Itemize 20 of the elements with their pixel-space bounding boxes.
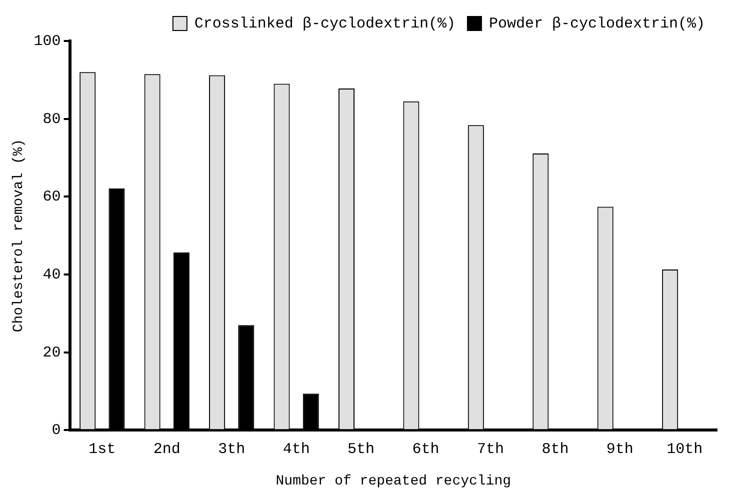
y-tick-label: 80 bbox=[42, 110, 61, 128]
x-tick-label: 10th bbox=[666, 441, 703, 458]
y-tick-label: 40 bbox=[42, 266, 61, 284]
x-tick-label: 9th bbox=[606, 441, 634, 458]
legend-label: Crosslinked β-cyclodextrin(%) bbox=[194, 15, 456, 32]
x-tick-label: 2nd bbox=[153, 441, 180, 458]
y-tick-label: 100 bbox=[34, 32, 61, 50]
x-tick-label: 1st bbox=[88, 441, 116, 458]
y-axis-title: Cholesterol removal (%) bbox=[11, 138, 28, 332]
x-axis-title: Number of repeated recycling bbox=[276, 473, 512, 490]
y-tick-label: 60 bbox=[42, 188, 61, 206]
x-tick-label: 4th bbox=[282, 441, 310, 458]
x-tick-label: 5th bbox=[348, 441, 375, 458]
y-tick-label: 0 bbox=[52, 422, 61, 440]
legend-label: Powder β-cyclodextrin(%) bbox=[488, 15, 706, 32]
x-tick-label: 6th bbox=[412, 441, 440, 458]
x-tick-label: 3th bbox=[218, 441, 246, 458]
y-tick-label: 20 bbox=[42, 344, 61, 362]
x-tick-label: 8th bbox=[542, 441, 569, 458]
x-tick-label: 7th bbox=[476, 441, 504, 458]
